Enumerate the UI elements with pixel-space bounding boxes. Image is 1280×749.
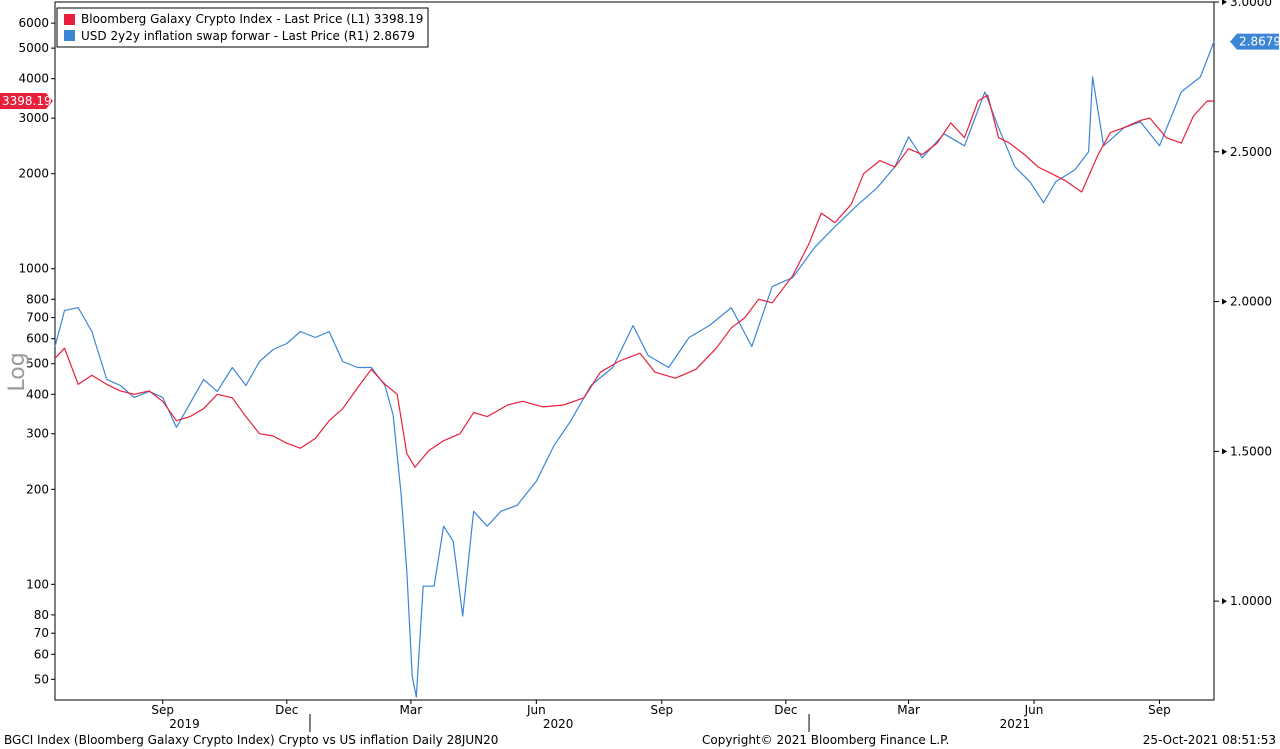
- x-tick-label: Jun: [526, 703, 546, 717]
- left-tick-label: 70: [34, 626, 49, 640]
- left-tick-label: 800: [26, 292, 49, 306]
- left-tick-label: 6000: [18, 16, 49, 30]
- x-tick-label: Dec: [774, 703, 797, 717]
- series-layer: [54, 41, 1215, 698]
- right-tick-label: 1.0000: [1230, 594, 1272, 608]
- last-value-tags: 3398.19 2.8679: [0, 33, 1280, 110]
- legend-crypto-last: 3398.19: [374, 12, 424, 26]
- left-axis-scale-label: Log: [5, 352, 30, 391]
- left-tick-label: 300: [26, 427, 49, 441]
- footer-left: BGCI Index (Bloomberg Galaxy Crypto Inde…: [4, 733, 498, 747]
- last-value-tag-inflation-text: 2.8679: [1239, 35, 1280, 49]
- legend-entry-crypto: Bloomberg Galaxy Crypto Index - Last Pri…: [81, 12, 423, 26]
- right-tick-arrow: [1222, 148, 1227, 155]
- x-year-label: 2021: [1000, 717, 1031, 731]
- left-tick-label: 80: [34, 608, 49, 622]
- right-tick-label: 2.5000: [1230, 145, 1272, 159]
- x-tick-label: Jun: [1024, 703, 1044, 717]
- legend-entry-inflation: USD 2y2y inflation swap forwar - Last Pr…: [81, 29, 415, 43]
- last-value-tag-inflation: [1230, 33, 1279, 50]
- left-tick-label: 600: [26, 332, 49, 346]
- left-tick-label: 50: [34, 672, 49, 686]
- left-tick-label: 4000: [18, 72, 49, 86]
- legend-inflation-name: USD 2y2y inflation swap forwar - Last Pr…: [81, 29, 369, 43]
- plot-frame: [54, 1, 1215, 701]
- legend-box: [56, 7, 429, 48]
- left-tick-label: 5000: [18, 41, 49, 55]
- x-tick-label: Sep: [1148, 703, 1171, 717]
- right-tick-arrow: [1222, 0, 1227, 5]
- left-tick-label: 200: [26, 482, 49, 496]
- x-tick-label: Mar: [400, 703, 423, 717]
- left-tick-label: 100: [26, 577, 49, 591]
- footer-copyright: Copyright© 2021 Bloomberg Finance L.P.: [702, 733, 949, 747]
- x-year-label: 2020: [543, 717, 574, 731]
- legend-crypto-name: Bloomberg Galaxy Crypto Index - Last Pri…: [81, 12, 370, 26]
- left-tick-label: 60: [34, 647, 49, 661]
- right-tick-arrow: [1222, 448, 1227, 455]
- x-tick-label: Sep: [650, 703, 673, 717]
- right-tick-label: 2.0000: [1230, 295, 1272, 309]
- left-tick-label: 400: [26, 387, 49, 401]
- left-tick-label: 3000: [18, 111, 49, 125]
- left-tick-label: 2000: [18, 167, 49, 181]
- legend-inflation-last: 2.8679: [373, 29, 415, 43]
- right-tick-arrow: [1222, 298, 1227, 305]
- x-tick-label: Mar: [897, 703, 920, 717]
- right-tick-arrow: [1222, 598, 1227, 605]
- left-tick-label: 1000: [18, 262, 49, 276]
- left-tick-label: 700: [26, 311, 49, 325]
- legend: Bloomberg Galaxy Crypto Index - Last Pri…: [56, 7, 429, 48]
- left-axis: 50 60 70 80 100 200 300 400 500 600 700 800 1000 2000…: [18, 16, 55, 686]
- right-tick-label: 1.5000: [1230, 444, 1272, 458]
- left-tick-label: 500: [26, 357, 49, 371]
- series-line-crypto-index: [54, 94, 1215, 468]
- x-tick-label: Sep: [151, 703, 174, 717]
- legend-swatch-red: [64, 14, 75, 25]
- plot-border: [54, 1, 1215, 701]
- right-axis: 1.0000 1.5000 2.0000 2.5000 3.0000: [1214, 0, 1272, 608]
- x-year-label: 2019: [169, 717, 200, 731]
- legend-swatch-blue: [64, 30, 75, 41]
- x-tick-label: Dec: [275, 703, 298, 717]
- last-value-tag-crypto-text: 3398.19: [2, 94, 52, 108]
- last-value-tag-crypto: [0, 93, 53, 110]
- right-tick-label: 3.0000: [1230, 0, 1272, 9]
- footer-timestamp: 25-Oct-2021 08:51:53: [1143, 733, 1276, 747]
- series-line-inflation-swap: [54, 41, 1215, 698]
- footer: BGCI Index (Bloomberg Galaxy Crypto Inde…: [4, 733, 1276, 747]
